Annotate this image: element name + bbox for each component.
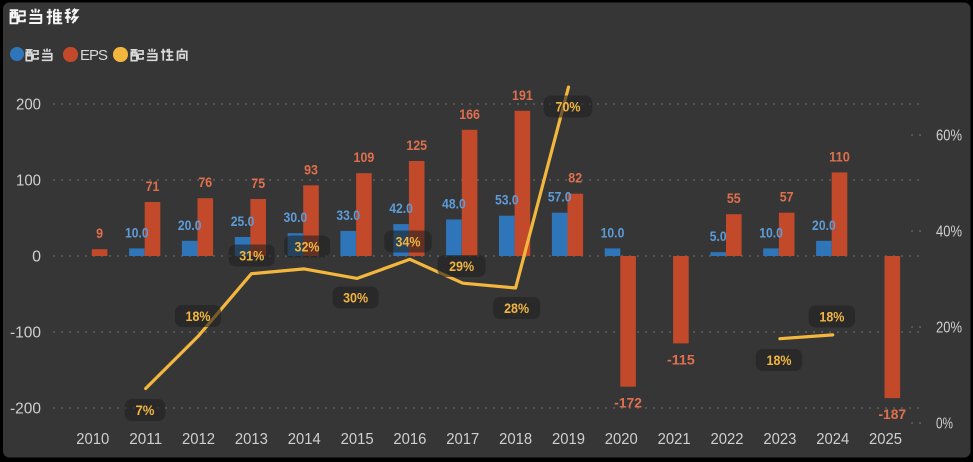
svg-text:2021: 2021 (658, 431, 691, 448)
svg-text:55: 55 (727, 190, 741, 206)
svg-text:30%: 30% (343, 290, 368, 306)
svg-text:191: 191 (512, 87, 533, 103)
svg-text:2023: 2023 (763, 431, 796, 448)
svg-text:71: 71 (146, 178, 160, 194)
svg-text:-100: -100 (10, 325, 41, 342)
svg-text:-172: -172 (614, 395, 642, 411)
svg-text:2012: 2012 (182, 431, 215, 448)
svg-text:166: 166 (459, 106, 480, 122)
svg-text:33.0: 33.0 (336, 207, 360, 223)
svg-text:53.0: 53.0 (495, 192, 519, 208)
svg-text:40%: 40% (936, 224, 962, 241)
svg-text:30.0: 30.0 (284, 209, 308, 225)
svg-text:28%: 28% (504, 300, 529, 316)
svg-text:20%: 20% (936, 320, 962, 337)
svg-text:10.0: 10.0 (601, 224, 625, 240)
svg-text:2015: 2015 (341, 431, 374, 448)
svg-text:93: 93 (304, 161, 318, 177)
svg-text:18%: 18% (767, 352, 792, 368)
svg-text:20.0: 20.0 (812, 217, 836, 233)
svg-text:82: 82 (568, 170, 582, 186)
svg-text:-187: -187 (878, 406, 906, 422)
svg-text:10.0: 10.0 (759, 224, 783, 240)
svg-text:60%: 60% (936, 128, 962, 145)
svg-text:109: 109 (354, 149, 375, 165)
svg-text:125: 125 (406, 137, 427, 153)
svg-text:57.0: 57.0 (548, 189, 572, 205)
svg-text:7%: 7% (136, 402, 156, 418)
svg-text:110: 110 (829, 148, 850, 164)
svg-text:29%: 29% (449, 258, 474, 274)
svg-text:48.0: 48.0 (442, 196, 466, 212)
svg-text:9: 9 (96, 225, 103, 241)
svg-text:0%: 0% (936, 416, 953, 433)
svg-text:2017: 2017 (446, 431, 479, 448)
svg-text:20.0: 20.0 (178, 217, 202, 233)
svg-text:-200: -200 (10, 401, 41, 418)
svg-text:31%: 31% (239, 248, 264, 264)
svg-text:2024: 2024 (816, 431, 849, 448)
svg-text:75: 75 (251, 175, 265, 191)
svg-text:18%: 18% (186, 308, 211, 324)
svg-text:100: 100 (16, 173, 41, 190)
svg-text:2010: 2010 (76, 431, 109, 448)
svg-text:0: 0 (32, 249, 41, 266)
svg-text:2022: 2022 (711, 431, 744, 448)
svg-text:200: 200 (16, 97, 41, 114)
svg-text:2020: 2020 (605, 431, 638, 448)
svg-text:2018: 2018 (499, 431, 532, 448)
svg-text:18%: 18% (819, 309, 844, 325)
svg-text:70%: 70% (556, 99, 581, 115)
svg-text:25.0: 25.0 (231, 213, 255, 229)
svg-text:10.0: 10.0 (125, 224, 149, 240)
svg-text:2016: 2016 (393, 431, 426, 448)
svg-text:32%: 32% (295, 239, 320, 255)
svg-text:57: 57 (780, 189, 794, 205)
svg-text:2019: 2019 (552, 431, 585, 448)
svg-text:5.0: 5.0 (710, 228, 727, 244)
svg-text:2025: 2025 (869, 431, 902, 448)
svg-text:76: 76 (198, 174, 212, 190)
svg-text:2013: 2013 (235, 431, 268, 448)
svg-text:34%: 34% (396, 234, 421, 250)
svg-text:2014: 2014 (288, 431, 321, 448)
svg-text:42.0: 42.0 (389, 200, 413, 216)
svg-text:-115: -115 (667, 351, 695, 367)
svg-text:2011: 2011 (129, 431, 162, 448)
